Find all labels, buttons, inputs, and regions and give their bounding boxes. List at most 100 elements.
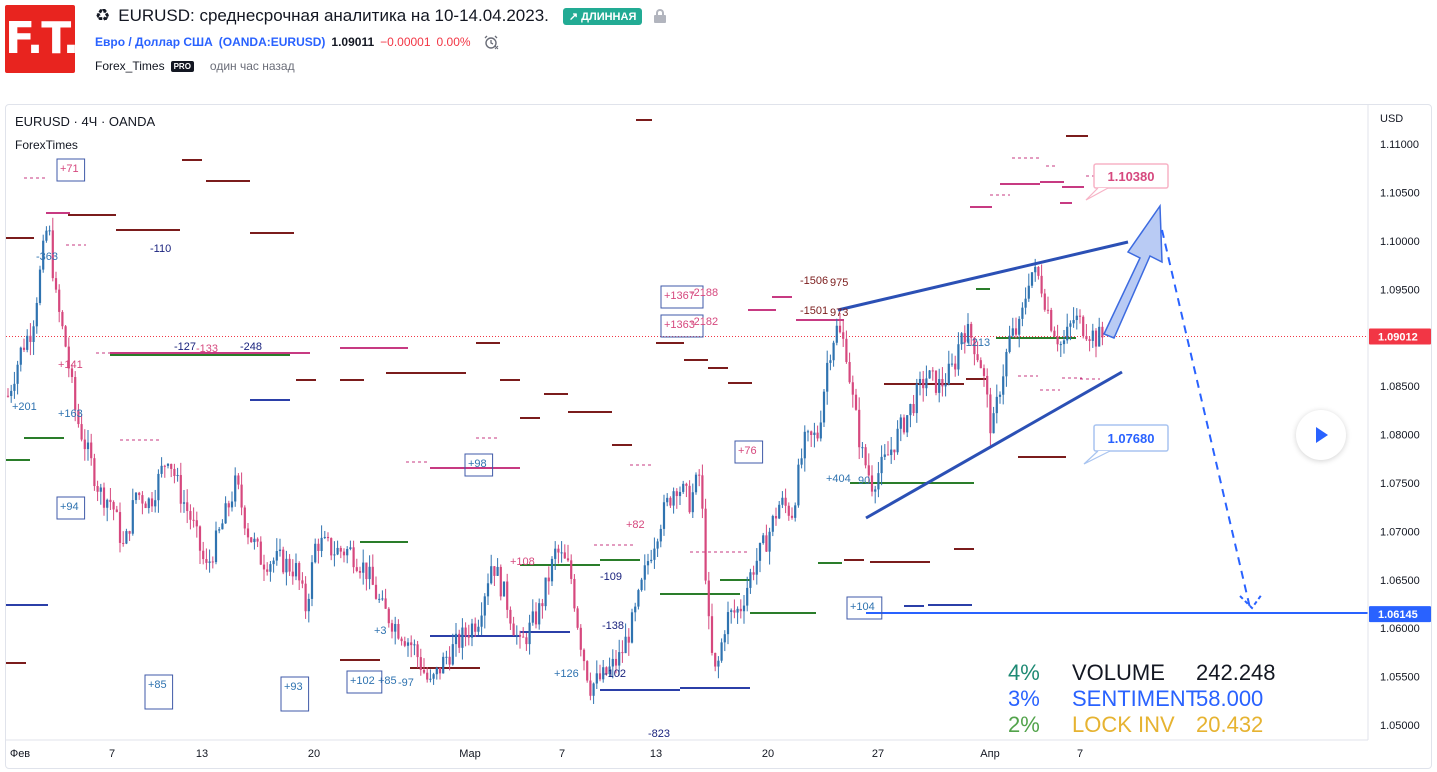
candle-body [410,642,413,646]
time-tick-label: Мар [459,748,481,760]
candle-body [630,612,634,643]
stat-pct: 4% [1008,660,1040,685]
candle-body [691,492,694,513]
candle-body [509,609,512,624]
candle-body [966,323,970,343]
candle-body [394,623,397,632]
author-name[interactable]: Forex_Times [95,59,165,73]
current-price-text: 1.09012 [1378,332,1418,344]
symbol-price: 1.09011 [331,35,375,49]
annotation-box [346,670,383,694]
candle-body [989,394,992,434]
candle-body [74,377,77,410]
stats-panel: 4% VOLUME 242.248 3% SENTIMENT 58.000 2%… [1008,660,1276,738]
candle-body [838,325,842,333]
candle-body [787,505,790,516]
candle-body [531,611,534,623]
chart-frame[interactable] [5,104,1432,769]
candle-body [259,541,262,565]
long-badge[interactable]: ↗ ДЛИННАЯ [562,7,643,25]
candle-body [720,642,723,661]
candle-body [576,608,579,628]
candle-body [310,562,314,599]
target-price-text: 1.06145 [1378,609,1418,621]
candle-body [701,475,704,509]
annotation-label: +82 [626,519,645,531]
alarm-icon[interactable] [483,34,499,50]
candle-body [829,360,832,363]
candle-body [710,616,714,653]
candle-body [502,581,506,597]
candle-body [6,395,10,397]
candle-body [819,422,822,439]
time-tick-label: Фев [10,748,30,760]
candle-body [1069,323,1072,327]
price-tick-label: 1.05000 [1380,720,1420,732]
recycle-icon: ♻ [95,6,111,26]
candle-body [662,502,666,529]
candle-body [426,672,429,680]
candle-body [454,633,458,645]
play-button[interactable] [1296,410,1346,460]
candle-body [118,512,122,543]
candle-body [464,627,467,636]
symbol-code-link[interactable]: (OANDA:EURUSD) [218,35,326,49]
candle-body [778,504,781,519]
candle-body [835,325,838,343]
candle-body [506,581,509,610]
candle-body [298,563,301,581]
candle-body [752,572,755,575]
candle-body [397,623,400,639]
candle-body [810,431,813,435]
chart-annotations: +71 -363 +201 +163 +141 +94 -110 -127 -133 -248 +9… [12,158,990,740]
stat-row-sentiment: 3% SENTIMENT 58.000 [1008,686,1276,712]
pro-badge: PRO [170,60,194,72]
candle-body [678,491,682,497]
candle-body [99,487,102,492]
symbol-name-link[interactable]: Евро / Доллар США [95,35,213,49]
candle-body [672,491,675,506]
candle-body [96,486,99,492]
candle-body [976,354,979,361]
candle-body [736,608,739,613]
annotation-box [56,496,86,520]
candle-body [413,644,416,646]
candle-body [669,497,672,506]
candle-body [970,323,973,338]
candle-body [797,464,800,506]
candle-body [1059,344,1062,346]
candle-body [800,458,803,465]
annotation-box [734,440,764,464]
candle-body [1088,339,1091,341]
candle-body [598,673,602,680]
candle-body [374,584,378,599]
candle-body [813,432,816,435]
indicator-legend[interactable]: ForexTimes [15,138,78,152]
candle-body [806,431,810,433]
stat-pct: 2% [1008,712,1040,737]
candle-body [13,383,16,391]
candle-body [1043,293,1046,310]
chart-legend[interactable]: EURUSD · 4Ч · OANDA [15,114,156,129]
candle-body [611,658,614,667]
candle-body [237,475,240,485]
annotation-label: 90 [858,475,870,487]
stat-row-lock-inv: 2% LOCK INV 20.432 [1008,712,1276,738]
annotation-label: +3 [374,625,387,637]
annotation-label: +404 [826,473,851,485]
time-tick-label: 7 [1077,748,1083,760]
brand-logo[interactable]: F.T. [5,5,79,73]
candle-body [170,463,173,469]
candle-body [131,500,134,534]
time-tick-label: 13 [196,748,208,760]
candle-body [1037,266,1040,276]
candle-body [67,346,70,369]
candle-body [1091,330,1094,341]
candle-body [1082,316,1085,336]
lower-callout-box [1093,424,1169,452]
target-price-tag [1369,606,1431,623]
candle-body [419,657,422,670]
candle-body [294,563,298,577]
candle-body [192,519,195,521]
